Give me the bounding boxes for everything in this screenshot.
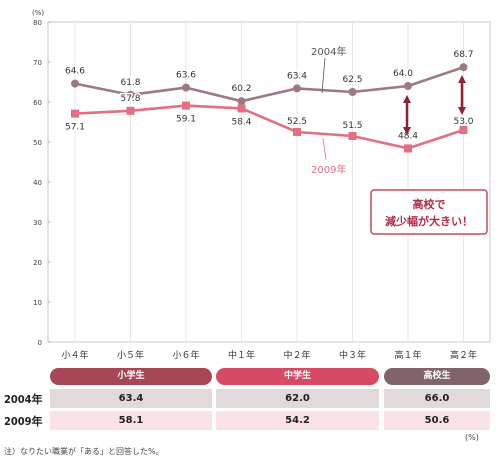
point-2004 (182, 83, 190, 92)
point-2004 (237, 97, 246, 106)
point-2009 (348, 132, 357, 140)
data-label-2004: 62.5 (342, 75, 362, 85)
data-label-2004: 68.7 (453, 50, 473, 60)
data-label-2009: 51.5 (342, 121, 362, 131)
point-2009 (404, 144, 412, 153)
cell-2009-elementary: 58.1 (50, 411, 212, 430)
data-label-2004: 61.8 (120, 78, 140, 88)
annotation-line-2: 減少幅が大きい！ (385, 214, 473, 228)
band-high: 高校生 (384, 368, 490, 385)
x-tick-label: 中３年 (339, 349, 366, 361)
point-2004 (404, 82, 412, 90)
y-axis: 0 10 20 30 40 50 60 70 80 (33, 19, 51, 347)
cell-2004-junior-high: 62.0 (216, 389, 379, 408)
band-junior-high: 中学生 (216, 368, 379, 385)
point-2009 (126, 106, 135, 115)
cell-2004-elementary: 63.4 (50, 389, 212, 408)
data-label-2009: 58.4 (231, 117, 251, 127)
y-tick-label: 0 (38, 339, 42, 347)
data-label-2004: 64.6 (65, 67, 85, 77)
data-label-2004: 63.4 (287, 71, 307, 81)
series-line-2009 (74, 104, 464, 150)
data-label-2004: 64.0 (393, 69, 413, 79)
series-line-2004 (74, 65, 464, 103)
point-2009 (237, 104, 246, 113)
x-tick-label: 小６年 (172, 349, 199, 361)
y-axis-unit: (%) (32, 9, 44, 17)
data-label-2009: 53.0 (453, 117, 473, 127)
cell-2004-high: 66.0 (384, 389, 490, 408)
y-tick-label: 10 (33, 299, 42, 307)
legend-2004-leader (321, 57, 326, 94)
annotation-callout: 高校で 減少幅が大きい！ (370, 189, 488, 235)
data-label-2009: 59.1 (176, 115, 196, 125)
table-unit: (%) (465, 433, 479, 442)
y-tick-label: 40 (33, 179, 42, 187)
grid (47, 21, 491, 343)
x-tick-label: 高１年 (394, 349, 421, 361)
data-label-2009: 57.8 (120, 94, 140, 104)
data-labels: 64.6 61.8 63.6 60.2 63.4 62.5 64.0 68.7 57.1 57.8… (63, 49, 475, 143)
data-label-2004: 63.6 (176, 71, 196, 81)
annotation-line-1: 高校で (413, 197, 446, 211)
y-tick-label: 80 (33, 19, 42, 27)
y-tick-label: 60 (33, 99, 42, 107)
y-tick-label: 50 (33, 139, 42, 147)
row-label-2004: 2004年 (4, 393, 43, 406)
legend-2009: 2009年 (311, 163, 346, 176)
legend-2009-leader (322, 137, 327, 161)
band-elementary: 小学生 (50, 368, 212, 385)
y-tick-label: 30 (33, 219, 42, 227)
data-label-2009: 48.4 (398, 131, 418, 141)
row-label-2009: 2009年 (4, 415, 43, 428)
series (71, 63, 468, 153)
data-label-2009: 57.1 (65, 123, 85, 133)
cell-2009-junior-high: 54.2 (216, 411, 379, 430)
point-2004 (71, 79, 79, 88)
point-2004 (126, 90, 135, 99)
point-2009 (182, 101, 190, 110)
x-tick-label: 高２年 (450, 349, 477, 361)
x-tick-label: 中１年 (228, 349, 255, 361)
x-tick-label: 小４年 (61, 349, 88, 361)
point-2009 (71, 109, 79, 118)
point-2009 (459, 126, 468, 134)
plot-frame (47, 21, 491, 343)
cell-2009-high: 50.6 (384, 411, 490, 430)
x-tick-label: 中２年 (283, 349, 310, 361)
x-tick-label: 小５年 (117, 349, 144, 361)
y-tick-label: 70 (33, 59, 42, 67)
line-chart: (%) 0 10 20 30 40 50 60 70 80 小４年 小５年 小６年 中１年 中２年 中３年… (32, 9, 491, 361)
data-label-2004: 60.2 (231, 84, 251, 94)
point-2004 (348, 88, 357, 96)
footnote: 注）なりたい職業が「ある」と回答した%。 (4, 447, 164, 456)
x-axis: 小４年 小５年 小６年 中１年 中２年 中３年 高１年 高２年 (61, 349, 477, 361)
point-2009 (293, 128, 301, 136)
point-2004 (293, 84, 301, 93)
legend-2004: 2004年 (311, 45, 346, 58)
data-label-2009: 52.5 (287, 117, 307, 127)
point-2004 (459, 63, 468, 72)
y-tick-label: 20 (33, 259, 42, 267)
